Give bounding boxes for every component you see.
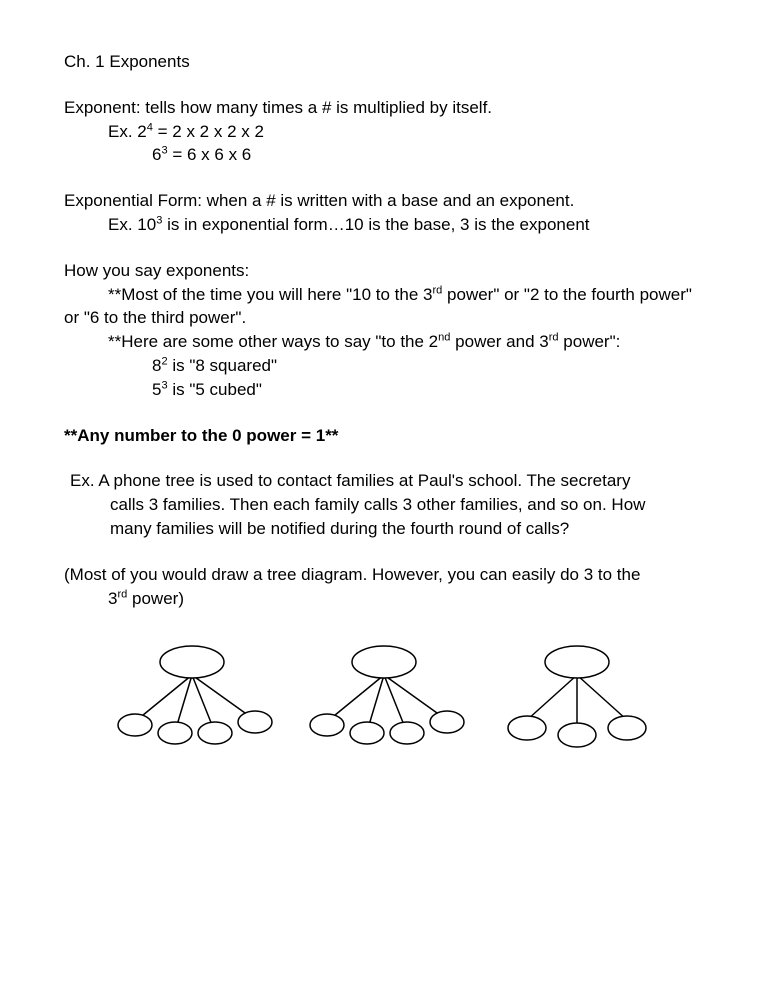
note-line1: (Most of you would draw a tree diagram. … (64, 563, 704, 587)
say2sup2: rd (549, 332, 559, 344)
ex-l1: A phone tree is used to contact families… (98, 471, 630, 490)
cu-rest: is "5 cubed" (168, 380, 262, 399)
tree-diagram-1 (107, 640, 277, 760)
ex-prefix: Ex. (70, 471, 98, 490)
ex-line1: Ex. A phone tree is used to contact fami… (70, 469, 704, 493)
say-squared: 82 is "8 squared" (64, 354, 704, 378)
say-heading: How you say exponents: (64, 259, 704, 283)
def-ex2: 63 = 6 x 6 x 6 (64, 143, 704, 167)
say-line2: **Here are some other ways to say "to th… (64, 330, 704, 354)
say2b: power and 3 (450, 332, 548, 351)
expform-line: Exponential Form: when a # is written wi… (64, 189, 704, 213)
title-text: Ch. 1 Exponents (64, 52, 190, 71)
tree-diagram-2 (299, 640, 469, 760)
ex-line2: calls 3 families. Then each family calls… (70, 493, 704, 517)
say-cubed: 53 is "5 cubed" (64, 378, 704, 402)
tree-diagrams (64, 640, 704, 760)
ex-line3: many families will be notified during th… (70, 517, 704, 541)
expform-base: Ex. 10 (108, 215, 156, 234)
exponent-definition: Exponent: tells how many times a # is mu… (64, 96, 704, 167)
ex2-expansion: = 6 x 6 x 6 (168, 145, 252, 164)
expform-rest: is in exponential form…10 is the base, 3… (162, 215, 589, 234)
phone-tree-example: Ex. A phone tree is used to contact fami… (64, 469, 704, 540)
say2sup1: nd (438, 332, 450, 344)
note-rest: power) (127, 589, 184, 608)
say2a: **Here are some other ways to say "to th… (108, 332, 438, 351)
def-ex1: Ex. 24 = 2 x 2 x 2 x 2 (64, 120, 704, 144)
tree-note: (Most of you would draw a tree diagram. … (64, 563, 704, 611)
rule-text: **Any number to the 0 power = 1** (64, 426, 338, 445)
say2c: power": (559, 332, 621, 351)
expform-ex: Ex. 103 is in exponential form…10 is the… (64, 213, 704, 237)
tree-diagram-3 (492, 640, 662, 760)
sq-rest: is "8 squared" (168, 356, 277, 375)
note-sup: rd (117, 588, 127, 600)
how-to-say: How you say exponents: **Most of the tim… (64, 259, 704, 402)
say1a: **Most of the time you will here "10 to … (108, 285, 432, 304)
ex1-expansion: = 2 x 2 x 2 x 2 (153, 122, 264, 141)
say1sup: rd (432, 284, 442, 296)
zero-power-rule: **Any number to the 0 power = 1** (64, 424, 704, 448)
note-line2: 3rd power) (64, 587, 704, 611)
exponential-form: Exponential Form: when a # is written wi… (64, 189, 704, 237)
ex1-base: Ex. 2 (108, 122, 147, 141)
chapter-title: Ch. 1 Exponents (64, 50, 704, 74)
def-line: Exponent: tells how many times a # is mu… (64, 96, 704, 120)
say-line1: **Most of the time you will here "10 to … (64, 283, 704, 331)
